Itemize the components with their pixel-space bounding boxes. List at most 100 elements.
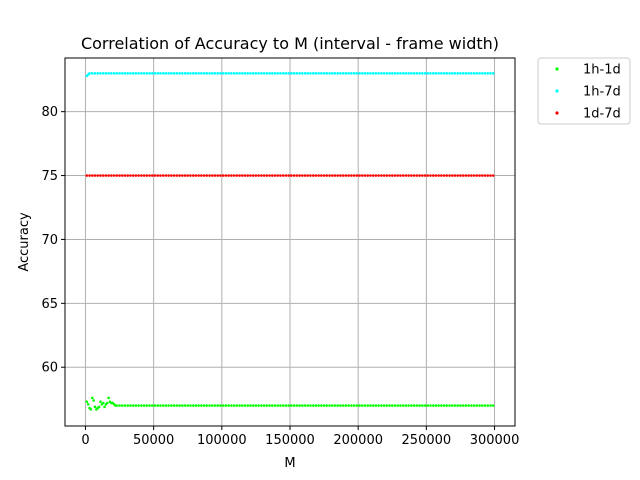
data-point <box>276 174 280 177</box>
data-point <box>126 72 130 75</box>
data-point <box>333 174 337 177</box>
data-point <box>251 404 255 407</box>
data-point <box>453 72 457 75</box>
data-point <box>448 404 451 407</box>
data-point <box>164 72 168 75</box>
data-point <box>380 72 383 75</box>
data-point <box>254 404 258 407</box>
chart-title: Correlation of Accuracy to M (interval -… <box>81 34 499 53</box>
data-point <box>85 400 89 404</box>
data-point <box>161 174 165 177</box>
data-point <box>172 72 176 75</box>
data-point <box>227 174 230 177</box>
data-point <box>265 404 269 407</box>
data-point <box>243 72 247 75</box>
data-point <box>123 174 127 177</box>
data-point <box>145 72 149 75</box>
data-point <box>426 72 430 75</box>
data-point <box>208 72 211 75</box>
data-point <box>118 72 121 75</box>
data-point <box>227 404 230 407</box>
data-point <box>197 404 200 407</box>
data-point <box>210 72 214 75</box>
data-point <box>243 174 247 177</box>
data-point <box>431 72 435 75</box>
data-point <box>249 72 252 75</box>
data-point <box>262 404 266 407</box>
data-point <box>200 404 203 407</box>
data-point <box>440 72 443 75</box>
data-point <box>317 174 320 177</box>
data-point <box>320 72 323 75</box>
data-point <box>89 408 93 411</box>
data-point <box>137 174 140 177</box>
data-point <box>153 174 157 177</box>
data-point <box>265 72 269 75</box>
data-point <box>120 174 124 177</box>
data-point <box>347 174 350 177</box>
x-axis-ticks: 0 50000 100000 150000 200000 250000 300000 <box>81 426 519 448</box>
data-point <box>374 404 378 407</box>
data-point <box>159 174 162 177</box>
data-point <box>115 72 119 75</box>
series-1d-7d <box>85 174 495 177</box>
data-point <box>164 404 168 407</box>
data-point <box>336 174 340 177</box>
data-point <box>219 174 222 177</box>
data-point <box>483 174 487 177</box>
data-point <box>382 174 386 177</box>
data-point <box>322 174 326 177</box>
data-point <box>360 404 364 407</box>
data-point <box>213 174 217 177</box>
data-point <box>205 174 209 177</box>
data-point <box>103 405 106 409</box>
data-point <box>273 72 277 75</box>
data-point <box>344 72 348 75</box>
data-point <box>418 72 421 75</box>
data-point <box>172 174 176 177</box>
data-point <box>303 72 307 75</box>
data-point <box>350 404 353 407</box>
data-point <box>257 174 260 177</box>
data-point <box>197 174 200 177</box>
data-point <box>295 404 299 407</box>
data-point <box>240 72 244 75</box>
data-point <box>470 404 473 407</box>
data-point <box>183 72 187 75</box>
data-point <box>90 174 94 177</box>
data-point <box>183 404 187 407</box>
data-point <box>191 174 195 177</box>
data-point <box>396 72 400 75</box>
data-point <box>115 174 119 177</box>
data-point <box>303 174 307 177</box>
data-point <box>148 404 151 407</box>
data-point <box>240 404 244 407</box>
data-point <box>230 174 233 177</box>
x-tick-label: 200000 <box>333 433 383 448</box>
data-point <box>352 404 356 407</box>
data-point <box>180 72 184 75</box>
data-point <box>159 404 162 407</box>
data-point <box>150 404 154 407</box>
data-point <box>390 174 394 177</box>
data-point <box>311 404 315 407</box>
data-point <box>442 72 446 75</box>
data-point <box>260 72 263 75</box>
data-point <box>180 174 184 177</box>
data-point <box>341 72 345 75</box>
data-point <box>475 174 479 177</box>
data-point <box>110 174 113 177</box>
data-point <box>270 174 274 177</box>
data-point <box>246 72 250 75</box>
data-point <box>480 174 484 177</box>
data-point <box>325 72 329 75</box>
data-point <box>306 174 310 177</box>
data-point <box>489 404 492 407</box>
data-point <box>347 404 350 407</box>
data-point <box>167 404 170 407</box>
y-axis-ticks: 60 65 70 75 80 <box>41 105 65 376</box>
legend-label: 1d-7d <box>583 107 621 122</box>
x-tick-label: 150000 <box>265 433 315 448</box>
